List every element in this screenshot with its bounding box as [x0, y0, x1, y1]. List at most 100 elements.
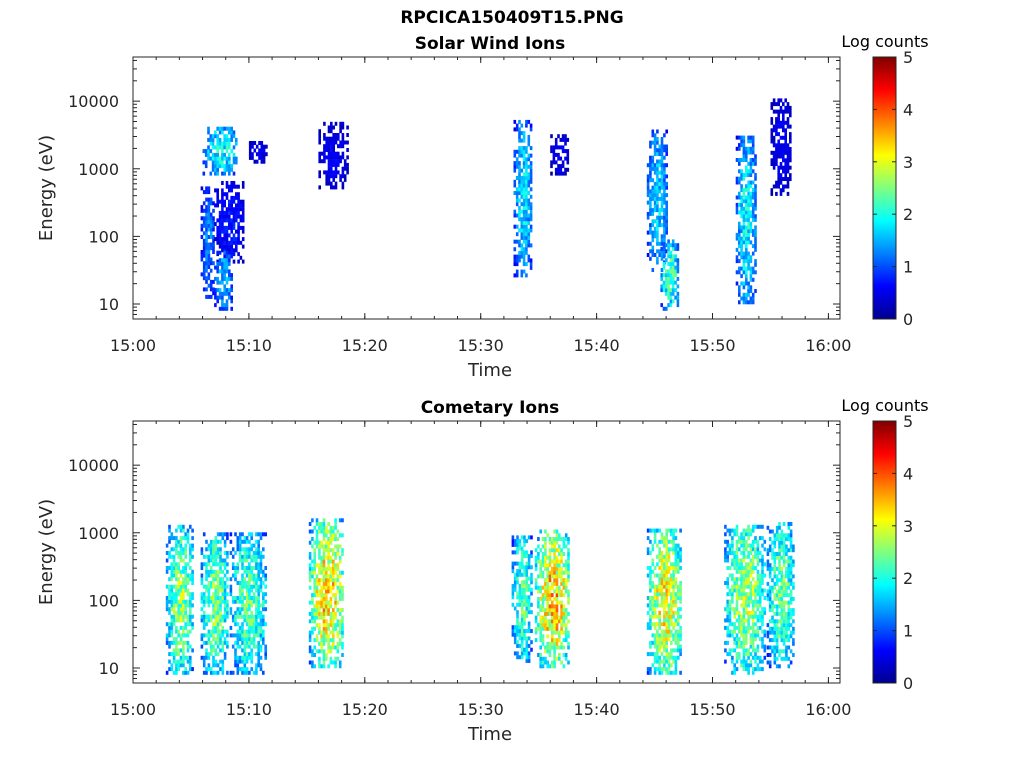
spectrogram-cell: [252, 640, 256, 645]
spectrogram-cell: [168, 659, 171, 664]
spectrogram-cell: [260, 152, 264, 157]
spectrogram-cell: [320, 566, 323, 571]
spectrogram-cell: [320, 589, 323, 594]
spectrogram-cell: [786, 124, 790, 129]
spectrogram-cell: [787, 604, 791, 609]
spectrogram-cell: [541, 623, 545, 628]
spectrogram-cell: [216, 610, 220, 615]
spectrogram-cell: [248, 588, 251, 593]
spectrogram-cell: [205, 268, 208, 273]
spectrogram-cell: [241, 218, 245, 223]
spectrogram-cell: [649, 625, 652, 630]
spectrogram-cell: [175, 648, 178, 653]
spectrogram-cell: [522, 202, 526, 207]
spectrogram-cell: [255, 618, 258, 623]
spectrogram-cell: [740, 255, 743, 260]
spectrogram-cell: [320, 529, 323, 534]
spectrogram-cell: [564, 578, 568, 583]
spectrogram-cell: [674, 265, 677, 270]
spectrogram-cell: [259, 610, 263, 615]
spectrogram-cell: [778, 619, 781, 624]
spectrogram-cell: [207, 655, 211, 660]
spectrogram-cell: [237, 225, 240, 230]
spectrogram-cell: [189, 543, 192, 548]
spectrogram-cell: [334, 525, 337, 530]
spectrogram-cell: [184, 622, 187, 627]
spectrogram-cell: [785, 574, 788, 579]
spectrogram-cell: [175, 596, 178, 600]
spectrogram-cell: [320, 525, 323, 530]
spectrogram-cell: [784, 184, 787, 189]
spectrogram-cell: [665, 273, 668, 278]
spectrogram-cell: [515, 149, 519, 154]
spectrogram-cell: [747, 169, 750, 174]
spectrogram-cell: [252, 596, 256, 600]
spectrogram-cell: [235, 195, 238, 200]
spectrogram-cell: [537, 623, 540, 628]
spectrogram-cell: [513, 149, 517, 154]
spectrogram-cell: [541, 563, 545, 568]
spectrogram-cell: [656, 592, 659, 597]
spectrogram-cell: [749, 558, 753, 563]
spectrogram-cell: [663, 181, 666, 186]
spectrogram-cell: [747, 618, 750, 623]
spectrogram-cell: [513, 213, 517, 218]
spectrogram-cell: [191, 543, 194, 548]
spectrogram-cell: [325, 611, 328, 616]
spectrogram-cell: [754, 667, 757, 672]
spectrogram-cell: [520, 138, 524, 143]
spectrogram-cell: [318, 589, 321, 594]
spectrogram-cell: [264, 652, 267, 657]
spectrogram-cell: [520, 224, 524, 229]
spectrogram-cell: [679, 581, 682, 585]
spectrogram-cell: [653, 148, 657, 153]
spectrogram-cell: [562, 604, 566, 609]
spectrogram-cell: [735, 581, 739, 585]
spectrogram-cell: [751, 670, 755, 675]
spectrogram-cell: [663, 178, 666, 183]
spectrogram-cell: [318, 540, 321, 545]
spectrogram-cell: [780, 638, 784, 643]
spectrogram-cell: [749, 173, 753, 177]
spectrogram-cell: [248, 607, 251, 612]
spectrogram-cell: [754, 236, 757, 241]
spectrogram-cell: [786, 154, 790, 159]
spectrogram-cell: [334, 623, 337, 628]
spectrogram-cell: [216, 633, 220, 638]
spectrogram-cell: [742, 655, 746, 660]
spectrogram-cell: [665, 543, 668, 548]
spectrogram-cell: [651, 196, 655, 201]
spectrogram-cell: [235, 229, 238, 234]
spectrogram-cell: [548, 548, 552, 553]
spectrogram-cell: [677, 607, 680, 612]
spectrogram-cell: [325, 548, 328, 553]
spectrogram-cell: [186, 577, 190, 582]
spectrogram-cell: [738, 146, 741, 151]
spectrogram-cell: [742, 648, 746, 653]
spectrogram-cell: [202, 584, 206, 589]
spectrogram-cell: [212, 220, 215, 224]
spectrogram-cell: [236, 640, 240, 645]
spectrogram-cell: [255, 558, 258, 563]
spectrogram-cell: [747, 232, 750, 237]
spectrogram-cell: [250, 588, 253, 593]
spectrogram-cell: [768, 608, 772, 613]
spectrogram-cell: [322, 522, 326, 526]
spectrogram-cell: [221, 210, 224, 215]
spectrogram-cell: [170, 596, 174, 600]
spectrogram-cell: [191, 577, 194, 582]
spectrogram-cell: [761, 566, 764, 570]
spectrogram-cell: [646, 230, 650, 235]
spectrogram-cell: [223, 218, 226, 223]
colorbar-tick-label: 3: [903, 517, 913, 536]
spectrogram-cell: [742, 221, 746, 226]
spectrogram-cell: [747, 648, 750, 653]
spectrogram-cell: [520, 602, 524, 607]
spectrogram-cell: [332, 140, 335, 145]
spectrogram-cell: [733, 566, 736, 570]
spectrogram-cell: [660, 284, 663, 289]
spectrogram-cell: [243, 596, 247, 600]
spectrogram-cell: [649, 159, 652, 164]
spectrogram-cell: [546, 533, 549, 538]
